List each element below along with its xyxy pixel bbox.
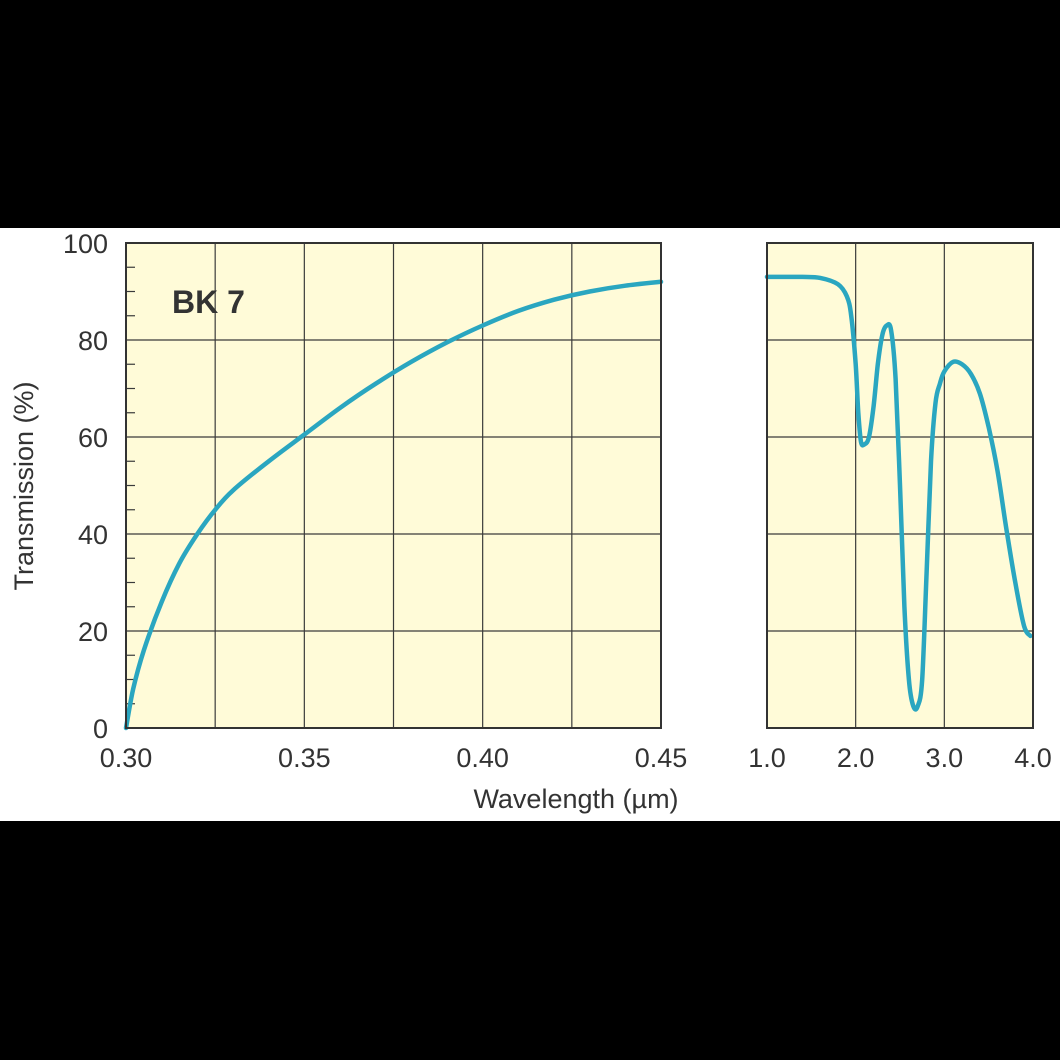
y-axis-title: Transmission (%)	[9, 381, 39, 590]
panel-uv-visible: 0 20 40 60 80 100 0.30 0.35 0.40 0.45 BK 7	[63, 229, 687, 773]
series-line-infrared	[764, 274, 1033, 712]
y-tick-label: 80	[78, 326, 108, 356]
x-tick-label: 4.0	[1014, 743, 1052, 773]
x-tick-label: 3.0	[926, 743, 964, 773]
y-tick-label: 0	[93, 714, 108, 744]
x-tick-label: 2.0	[837, 743, 875, 773]
x-tick-label: 1.0	[748, 743, 786, 773]
x-tick-label: 0.30	[100, 743, 153, 773]
x-tick-label: 0.45	[635, 743, 688, 773]
x-tick-label: 0.40	[456, 743, 509, 773]
plot-frame-uv-visible	[125, 242, 662, 729]
series-line-uv-visible	[123, 279, 664, 731]
plot-frame-infrared	[766, 242, 1034, 729]
y-tick-label: 20	[78, 617, 108, 647]
x-axis-title: Wavelength (µm)	[473, 784, 678, 814]
y-tick-label: 100	[63, 229, 108, 259]
y-tick-label: 40	[78, 520, 108, 550]
material-label: BK 7	[172, 284, 245, 320]
y-tick-label: 60	[78, 423, 108, 453]
x-tick-label: 0.35	[278, 743, 331, 773]
panel-infrared: 1.0 2.0 3.0 4.0	[748, 242, 1052, 773]
